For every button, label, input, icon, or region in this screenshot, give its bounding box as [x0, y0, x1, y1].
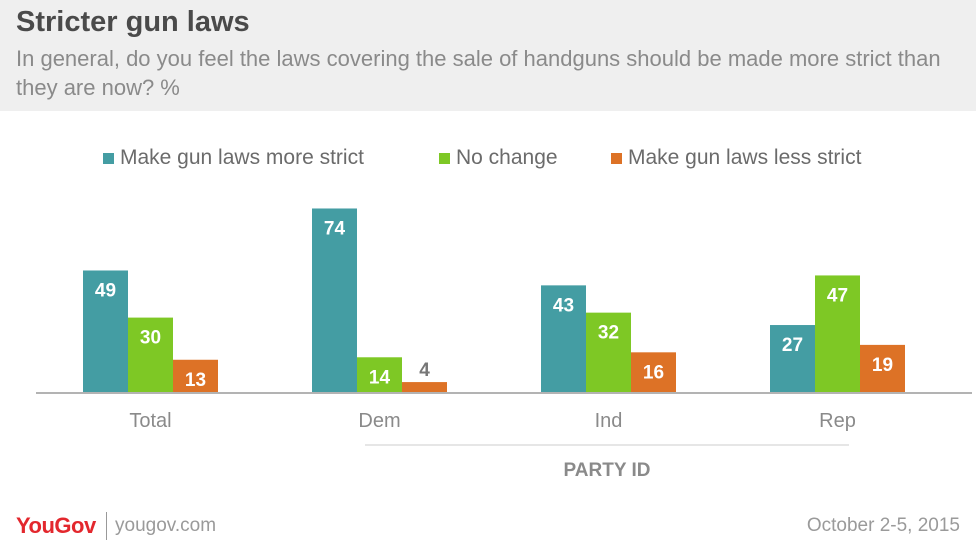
data-label-ind-series-2: 16 [643, 362, 664, 383]
data-label-total-series-0: 49 [95, 280, 116, 301]
legend-label-no-change: No change [456, 146, 558, 169]
bar-ind-series-2 [631, 352, 676, 392]
data-label-ind-series-1: 32 [598, 323, 619, 344]
chart-legend: Make gun laws more strict No change Make… [0, 144, 976, 172]
legend-label-more-strict: Make gun laws more strict [120, 146, 364, 169]
tick-label-ind: Ind [595, 410, 623, 432]
data-label-dem-series-1: 14 [369, 367, 391, 388]
tick-label-rep: Rep [819, 410, 856, 432]
footer-divider [106, 512, 107, 540]
data-label-dem-series-0: 74 [324, 218, 346, 239]
group-label-party-id: PARTY ID [564, 460, 651, 481]
legend-swatch-less-strict [611, 152, 622, 164]
bar-dem-series-2 [402, 382, 447, 392]
bar-rep-series-0 [770, 325, 815, 392]
data-label-dem-series-2: 4 [419, 360, 430, 381]
bar-total-series-1 [128, 317, 173, 392]
legend-swatch-no-change [439, 152, 450, 164]
bar-ind-series-0 [541, 285, 586, 392]
footer-date: October 2-5, 2015 [806, 515, 960, 536]
legend-item-no-change: No change [439, 144, 558, 172]
data-label-total-series-2: 13 [185, 370, 206, 391]
bar-dem-series-0 [312, 208, 357, 392]
bar-total-series-0 [83, 270, 128, 392]
data-label-ind-series-0: 43 [553, 295, 574, 316]
data-label-total-series-1: 30 [140, 328, 161, 349]
chart-title: Stricter gun laws [16, 6, 250, 38]
data-label-rep-series-1: 47 [827, 285, 848, 306]
footer-site-link[interactable]: yougov.com [115, 515, 217, 536]
chart-subtitle: In general, do you feel the laws coverin… [16, 46, 941, 100]
bar-rep-series-2 [860, 344, 905, 392]
bar-total-series-2 [173, 359, 218, 392]
legend-swatch-more-strict [103, 152, 114, 164]
header-band: Stricter gun laws In general, do you fee… [0, 0, 976, 111]
legend-label-less-strict: Make gun laws less strict [628, 146, 862, 169]
legend-item-more-strict: Make gun laws more strict [103, 144, 364, 172]
bar-dem-series-1 [357, 357, 402, 392]
bar-rep-series-1 [815, 275, 860, 392]
tick-label-dem: Dem [358, 410, 400, 432]
yougov-logo: YouGov [16, 513, 96, 538]
data-label-rep-series-2: 19 [872, 355, 893, 376]
tick-label-total: Total [129, 410, 171, 432]
legend-item-less-strict: Make gun laws less strict [611, 144, 861, 172]
bar-ind-series-1 [586, 312, 631, 392]
data-label-rep-series-0: 27 [782, 335, 803, 356]
